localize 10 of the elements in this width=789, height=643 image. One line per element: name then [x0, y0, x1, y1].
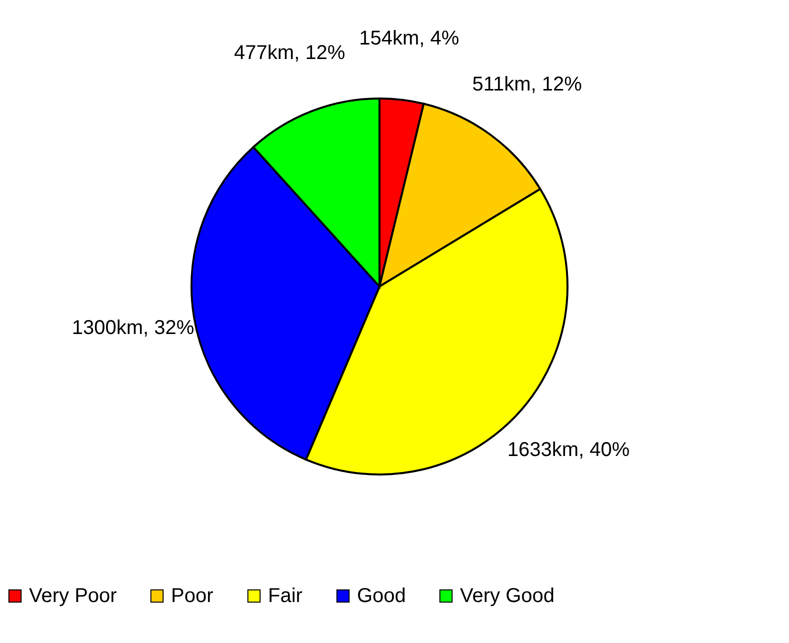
legend-label: Good: [357, 585, 406, 607]
legend-label: Very Poor: [29, 585, 118, 607]
data-label: 477km, 12%: [234, 42, 346, 64]
data-label: 511km, 12%: [472, 74, 582, 96]
legend-label: Very Good: [460, 585, 555, 607]
legend-label: Poor: [171, 585, 214, 607]
data-label: 1633km, 40%: [507, 439, 630, 462]
data-label: 154km, 4%: [359, 27, 460, 50]
legend-label: Fair: [268, 585, 303, 607]
data-label: 1300km, 32%: [72, 317, 194, 340]
